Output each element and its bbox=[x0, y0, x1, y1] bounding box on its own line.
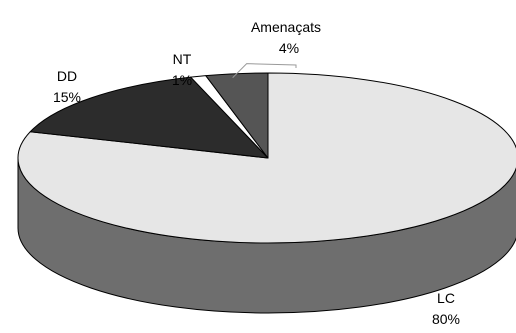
pie-slice-dd bbox=[29, 76, 269, 159]
slice-value-dd: 15% bbox=[53, 89, 81, 105]
slice-label-amenacats: Amenaçats bbox=[251, 19, 321, 35]
slice-label-dd: DD bbox=[57, 68, 77, 84]
slice-value-nt: 1% bbox=[172, 72, 192, 88]
slice-label-lc: LC bbox=[437, 290, 455, 306]
slice-label-nt: NT bbox=[173, 51, 192, 67]
pie-top-layer bbox=[17, 72, 516, 244]
slice-value-amenacats: 4% bbox=[279, 40, 299, 56]
leader-line-layer bbox=[232, 63, 297, 79]
slice-value-lc: 80% bbox=[432, 311, 460, 327]
leader-line-amenacats bbox=[232, 63, 297, 79]
